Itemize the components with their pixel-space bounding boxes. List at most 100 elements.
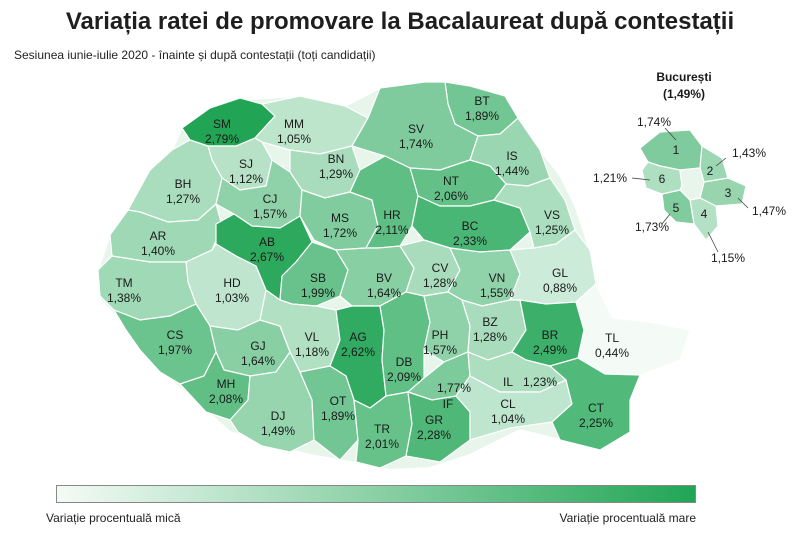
label-tm-value: 1,38% (107, 291, 141, 305)
label-il-value: 1,23% (523, 375, 557, 389)
label-bh-code: BH (175, 177, 192, 191)
label-hr-value: 2,11% (375, 223, 408, 237)
label-vl-code: VL (305, 330, 320, 344)
sector-5-num: 5 (673, 201, 680, 215)
label-bn-code: BN (328, 152, 345, 166)
label-gj-value: 1,64% (241, 354, 275, 368)
label-bc-code: BC (462, 219, 479, 233)
label-tl-code: TL (605, 331, 619, 345)
label-sv-code: SV (408, 122, 424, 136)
label-is-code: IS (506, 149, 517, 163)
label-tl-value: 0,44% (595, 346, 629, 360)
sector-3-num: 3 (725, 186, 732, 200)
label-vn-value: 1,55% (480, 286, 514, 300)
label-mh-code: MH (217, 377, 236, 391)
county-labels: SM 2,79% MM 1,05% BT 1,89% SV 1,74% SJ 1… (107, 94, 629, 451)
bucharest-inset: București (1,49%) 1 2 3 4 5 6 1,74% 1,43… (593, 70, 786, 265)
label-tm-code: TM (115, 276, 132, 290)
label-db-code: DB (396, 355, 413, 369)
label-ar-code: AR (150, 229, 167, 243)
label-br-code: BR (542, 328, 559, 342)
label-ct-value: 2,25% (579, 416, 613, 430)
label-sj-value: 1,12% (229, 172, 263, 186)
label-ph-value: 1,57% (423, 343, 457, 357)
sector-2[interactable] (699, 144, 729, 183)
legend-color-scale (56, 485, 696, 503)
label-mh-value: 2,08% (209, 392, 243, 406)
county-bc[interactable] (411, 195, 531, 253)
label-bv-code: BV (376, 271, 392, 285)
label-vs-value: 1,25% (535, 223, 569, 237)
label-tr-code: TR (374, 422, 390, 436)
label-ms-value: 1,72% (323, 226, 357, 240)
label-ag-value: 2,62% (341, 345, 375, 359)
label-gl-value: 0,88% (543, 281, 577, 295)
label-is-value: 1,44% (495, 164, 529, 178)
legend-low-label: Variație procentuală mică (46, 511, 181, 525)
label-bt-code: BT (474, 94, 490, 108)
label-nt-code: NT (443, 174, 460, 188)
label-db-value: 2,09% (387, 370, 421, 384)
sector-2-num: 2 (707, 164, 714, 178)
label-cl-code: CL (500, 397, 516, 411)
label-hr-code: HR (383, 208, 401, 222)
label-bn-value: 1,29% (319, 167, 353, 181)
sector-6-num: 6 (659, 172, 666, 186)
map-title: Variația ratei de promovare la Bacalaure… (65, 8, 735, 35)
county-tl[interactable] (575, 283, 691, 376)
label-vs-code: VS (544, 208, 560, 222)
label-bv-value: 1,64% (367, 286, 401, 300)
label-nt-value: 2,06% (434, 189, 468, 203)
map-subtitle: Sesiunea iunie-iulie 2020 - înainte și d… (14, 48, 376, 62)
sector-5-value: 1,73% (635, 220, 669, 234)
label-hd-value: 1,03% (215, 291, 249, 305)
sector-4-value: 1,15% (711, 251, 745, 265)
label-tr-value: 2,01% (365, 437, 399, 451)
county-dj[interactable] (229, 350, 315, 453)
county-ct[interactable] (548, 357, 641, 451)
label-ab-code: AB (259, 235, 275, 249)
label-gr-code: GR (425, 413, 443, 427)
label-sm-code: SM (213, 117, 231, 131)
label-sj-code: SJ (239, 157, 253, 171)
label-vn-code: VN (489, 271, 506, 285)
label-cs-value: 1,97% (158, 343, 192, 357)
label-ph-code: PH (432, 328, 449, 342)
romania-map: SM 2,79% MM 1,05% BT 1,89% SV 1,74% SJ 1… (96, 70, 786, 472)
label-br-value: 2,49% (533, 343, 567, 357)
label-cv-value: 1,28% (423, 276, 457, 290)
sector-3-value: 1,47% (752, 204, 786, 218)
label-bz-code: BZ (482, 315, 497, 329)
label-il-code: IL (503, 375, 513, 389)
label-gl-code: GL (552, 266, 568, 280)
label-cv-code: CV (432, 261, 449, 275)
sector-6-value: 1,21% (593, 171, 627, 185)
label-if-value: 1,77% (437, 381, 471, 395)
label-vl-value: 1,18% (295, 345, 329, 359)
label-hd-code: HD (223, 276, 241, 290)
label-bt-value: 1,89% (465, 109, 499, 123)
label-ot-code: OT (330, 394, 347, 408)
label-ct-code: CT (588, 401, 605, 415)
label-bc-value: 2,33% (453, 234, 487, 248)
sector-4-num: 4 (701, 207, 708, 221)
sector-1-value: 1,74% (637, 115, 671, 129)
label-ot-value: 1,89% (321, 409, 355, 423)
counties-layer (97, 81, 691, 469)
label-bz-value: 1,28% (473, 330, 507, 344)
label-gr-value: 2,28% (417, 428, 451, 442)
label-mm-value: 1,05% (277, 132, 311, 146)
label-sm-value: 2,79% (205, 132, 239, 146)
label-ms-code: MS (331, 211, 349, 225)
label-if-code: IF (443, 397, 454, 411)
sector-centre (679, 167, 705, 201)
label-cs-code: CS (167, 328, 184, 342)
label-sb-code: SB (310, 271, 326, 285)
label-gj-code: GJ (250, 339, 265, 353)
label-ab-value: 2,67% (250, 250, 284, 264)
bucharest-total: (1,49%) (663, 87, 705, 101)
county-hr[interactable] (349, 155, 419, 249)
sector-leader-lines (631, 127, 749, 253)
label-sv-value: 1,74% (399, 137, 433, 151)
label-cl-value: 1,04% (491, 412, 525, 426)
